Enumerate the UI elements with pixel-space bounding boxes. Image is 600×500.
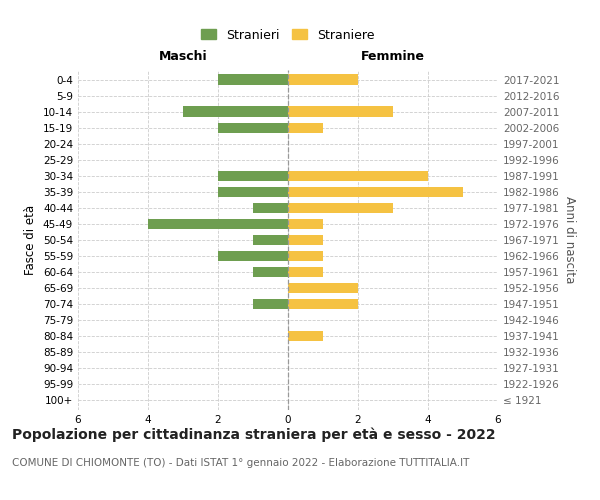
Bar	[288, 283, 358, 294]
Y-axis label: Fasce di età: Fasce di età	[25, 205, 37, 275]
Bar	[218, 186, 288, 197]
Bar	[288, 251, 323, 261]
Legend: Stranieri, Straniere: Stranieri, Straniere	[196, 24, 380, 46]
Bar	[288, 170, 428, 181]
Text: Femmine: Femmine	[361, 50, 425, 63]
Text: COMUNE DI CHIOMONTE (TO) - Dati ISTAT 1° gennaio 2022 - Elaborazione TUTTITALIA.: COMUNE DI CHIOMONTE (TO) - Dati ISTAT 1°…	[12, 458, 469, 468]
Bar	[253, 202, 288, 213]
Bar	[218, 122, 288, 133]
Bar	[218, 170, 288, 181]
Bar	[148, 218, 288, 229]
Bar	[253, 267, 288, 278]
Text: Maschi: Maschi	[158, 50, 208, 63]
Bar	[288, 106, 393, 117]
Bar	[183, 106, 288, 117]
Bar	[288, 299, 358, 310]
Bar	[218, 251, 288, 261]
Text: Popolazione per cittadinanza straniera per età e sesso - 2022: Popolazione per cittadinanza straniera p…	[12, 428, 496, 442]
Bar	[288, 267, 323, 278]
Y-axis label: Anni di nascita: Anni di nascita	[563, 196, 576, 284]
Bar	[288, 331, 323, 342]
Bar	[218, 74, 288, 85]
Bar	[288, 186, 463, 197]
Bar	[288, 122, 323, 133]
Bar	[253, 299, 288, 310]
Bar	[288, 74, 358, 85]
Bar	[288, 235, 323, 245]
Bar	[288, 218, 323, 229]
Bar	[253, 235, 288, 245]
Bar	[288, 202, 393, 213]
